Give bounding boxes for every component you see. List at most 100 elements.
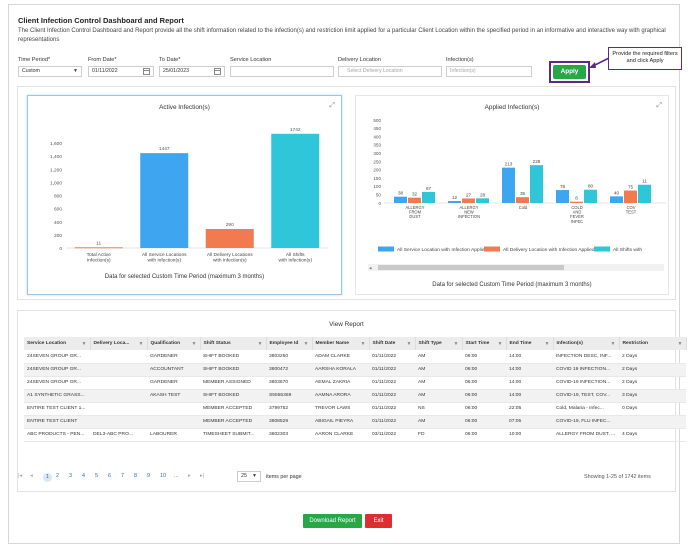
page-link[interactable]: 4 (82, 473, 85, 479)
prev-page-icon[interactable]: ◂ (30, 473, 33, 479)
bar[interactable] (140, 153, 189, 248)
filter-icon[interactable]: ▼ (453, 340, 459, 347)
page-link[interactable]: ... (174, 473, 179, 479)
bar[interactable] (584, 189, 597, 203)
delivery-location-select[interactable]: Select Delivery Location (338, 66, 442, 77)
expand-icon[interactable]: ⤢ (329, 102, 335, 109)
table-row[interactable]: ENTIRE TEST CLIENT MEMBER ACCEPTED 3808529… (24, 415, 686, 429)
column-header[interactable]: Delivery Loca... ▼ (90, 337, 148, 350)
calendar-icon[interactable] (214, 68, 221, 75)
exit-button[interactable]: Exit (365, 514, 392, 528)
table-row[interactable]: A1 SYNTHETIC GRASS... AKASH TEST SHIFT BOO… (24, 389, 686, 403)
bar-value-label: 11 (96, 240, 101, 246)
bar[interactable] (610, 196, 623, 203)
bar[interactable] (408, 197, 421, 203)
column-header[interactable]: Employee Id ▼ (266, 337, 313, 350)
page-link[interactable]: 7 (121, 473, 124, 479)
bar[interactable] (638, 184, 651, 203)
table-row[interactable]: 24SEVEN GROUP GR... GARDENER MEMBER ASSIGN… (24, 376, 686, 390)
filter-icon[interactable]: ▼ (544, 340, 550, 347)
filter-icon[interactable]: ▼ (138, 340, 144, 347)
applied-chart-footer: Data for selected Custom Time Period (ma… (432, 282, 592, 288)
column-header[interactable]: Restriction ▼ (619, 337, 687, 350)
bar[interactable] (422, 191, 435, 203)
bar[interactable] (570, 201, 583, 203)
page-link[interactable]: 9 (147, 473, 150, 479)
column-header[interactable]: Qualification ▼ (147, 337, 201, 350)
filter-icon[interactable]: ▼ (257, 340, 263, 347)
from-date-input[interactable]: 01/11/2022 (88, 66, 154, 77)
service-location-input[interactable] (230, 66, 334, 77)
filter-icon[interactable]: ▼ (406, 340, 412, 347)
legend-swatch[interactable] (378, 246, 394, 252)
page-size-select[interactable]: 25 ▼ (237, 471, 261, 482)
bar[interactable] (448, 201, 461, 203)
bar[interactable] (516, 197, 529, 203)
scroll-left-icon[interactable]: ◂ (369, 266, 372, 272)
next-page-icon[interactable]: ▸ (188, 473, 191, 479)
time-period-select[interactable]: Custom ▼ (18, 66, 82, 77)
filter-icon[interactable]: ▼ (303, 340, 309, 347)
page-link[interactable]: 8 (134, 473, 137, 479)
filter-icon[interactable]: ▼ (360, 340, 366, 347)
infections-select[interactable]: Infection(s) (446, 66, 532, 77)
table-cell: 3808529 (266, 415, 312, 429)
column-header[interactable]: Member Name ▼ (312, 337, 370, 350)
bar[interactable] (502, 167, 515, 203)
table-cell (147, 402, 200, 416)
callout-arrow-icon (589, 57, 610, 68)
legend-swatch[interactable] (484, 246, 500, 252)
download-report-button[interactable]: Download Report (303, 514, 362, 528)
table-cell: AM (415, 350, 462, 364)
filter-icon[interactable]: ▼ (677, 340, 683, 347)
page-link[interactable]: 10 (160, 473, 166, 479)
table-cell: FD (415, 428, 462, 442)
bar-value-label: 35 (520, 191, 526, 196)
table-cell: 22:05 (506, 402, 553, 416)
filter-icon[interactable]: ▼ (610, 340, 616, 347)
bar[interactable] (556, 190, 569, 203)
legend-label[interactable]: All Service Location with Infection Appl… (397, 247, 488, 253)
column-header[interactable]: Shift Type ▼ (415, 337, 463, 350)
last-page-icon[interactable]: ▸| (200, 473, 205, 479)
bar[interactable] (476, 198, 489, 203)
bar[interactable] (530, 165, 543, 203)
filter-icon[interactable]: ▼ (81, 340, 87, 347)
bar[interactable] (74, 247, 123, 249)
column-header[interactable]: Shift Status ▼ (200, 337, 267, 350)
filter-icon[interactable]: ▼ (497, 340, 503, 347)
to-date-label: To Date* (159, 57, 181, 63)
legend-swatch[interactable] (594, 246, 610, 252)
bar[interactable] (462, 198, 475, 203)
page-link[interactable]: 3 (69, 473, 72, 479)
legend-label[interactable]: All Shifts with (613, 247, 642, 253)
table-row[interactable]: ENTIRE TEST CLIENT 1... MEMBER ACCEPTED 37… (24, 402, 686, 416)
first-page-icon[interactable]: |◂ (18, 473, 23, 479)
bar[interactable] (271, 133, 320, 248)
table-row[interactable]: ABC PRODUCTS - PEN... DEL3-ABC PRO... LABO… (24, 428, 686, 442)
y-tick-label: 500 (373, 118, 381, 123)
column-header[interactable]: Start Time ▼ (462, 337, 507, 350)
column-header[interactable]: Shift Date ▼ (369, 337, 416, 350)
table-cell: 14:00 (506, 389, 553, 403)
expand-icon[interactable]: ⤢ (656, 102, 662, 109)
chart-scrollbar-thumb[interactable] (378, 265, 564, 270)
column-header[interactable]: Service Location ▼ (24, 337, 91, 350)
bar-value-label: 40 (614, 190, 620, 195)
filter-icon[interactable]: ▼ (191, 340, 197, 347)
legend-label[interactable]: All Delivery Location with Infection App… (503, 247, 595, 253)
page-link[interactable]: 6 (108, 473, 111, 479)
page-link[interactable]: 2 (56, 473, 59, 479)
bar[interactable] (624, 190, 637, 203)
to-date-input[interactable]: 25/01/2023 (159, 66, 225, 77)
bar[interactable] (394, 196, 407, 203)
apply-button[interactable]: Apply (553, 65, 586, 79)
table-row[interactable]: 24SEVEN GROUP GR... ACCOUNTANT SHIFT BOOKE… (24, 363, 686, 377)
page-link[interactable]: 5 (95, 473, 98, 479)
calendar-icon[interactable] (143, 68, 150, 75)
page-link[interactable]: 1 (43, 473, 52, 482)
column-header[interactable]: Infection(s) ▼ (553, 337, 620, 350)
table-row[interactable]: 24SEVEN GROUP GR... GARDENER SHIFT BOOKED 3… (24, 350, 686, 364)
column-header[interactable]: End Time ▼ (506, 337, 554, 350)
bar[interactable] (205, 228, 254, 248)
